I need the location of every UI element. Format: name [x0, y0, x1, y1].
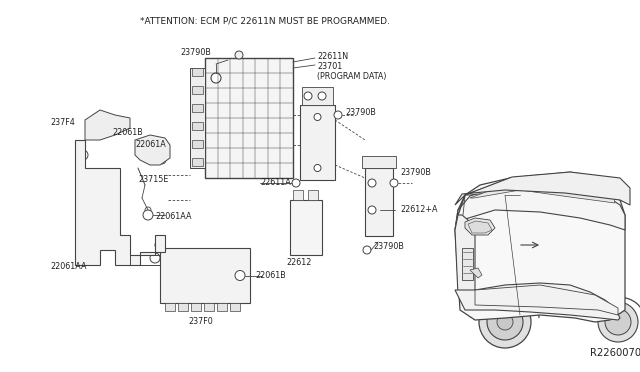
Text: *ATTENTION: ECM P/C 22611N MUST BE PROGRAMMED.: *ATTENTION: ECM P/C 22611N MUST BE PROGR… — [140, 16, 390, 25]
Bar — [192, 104, 203, 112]
Bar — [230, 303, 240, 311]
Circle shape — [314, 164, 321, 171]
Bar — [542, 238, 556, 254]
Text: 23790B: 23790B — [345, 108, 376, 117]
Polygon shape — [455, 178, 625, 230]
Text: 22612+A: 22612+A — [400, 205, 438, 214]
Bar — [362, 156, 396, 168]
Bar — [191, 303, 201, 311]
Bar — [293, 190, 303, 200]
Circle shape — [363, 246, 371, 254]
Bar — [365, 168, 393, 236]
Circle shape — [368, 206, 376, 214]
Circle shape — [78, 150, 88, 160]
Bar — [192, 68, 203, 76]
Circle shape — [78, 253, 88, 263]
Bar — [204, 303, 214, 311]
Polygon shape — [462, 248, 473, 280]
Polygon shape — [455, 215, 475, 295]
Circle shape — [235, 270, 245, 280]
Bar — [178, 303, 188, 311]
Circle shape — [211, 73, 221, 83]
Bar — [192, 86, 203, 94]
Text: 23701: 23701 — [317, 62, 342, 71]
Circle shape — [93, 113, 103, 123]
Bar — [302, 87, 333, 105]
Polygon shape — [135, 135, 170, 165]
Text: 23790B: 23790B — [180, 48, 211, 57]
Text: 22061B: 22061B — [255, 272, 285, 280]
Circle shape — [479, 296, 531, 348]
Text: (PROGRAM DATA): (PROGRAM DATA) — [317, 72, 387, 81]
Bar — [160, 248, 250, 303]
Bar — [300, 105, 335, 180]
Text: 23715E: 23715E — [138, 175, 168, 184]
Circle shape — [150, 253, 160, 263]
Circle shape — [292, 179, 300, 187]
Circle shape — [78, 230, 88, 240]
Bar — [540, 235, 558, 257]
Polygon shape — [455, 175, 625, 322]
Text: 22061AA: 22061AA — [50, 262, 86, 271]
Text: 22061A: 22061A — [135, 140, 166, 149]
Bar — [217, 303, 227, 311]
Text: 22611A: 22611A — [260, 178, 291, 187]
Polygon shape — [455, 283, 620, 320]
Circle shape — [78, 190, 88, 200]
Bar — [190, 68, 205, 168]
Circle shape — [318, 92, 326, 100]
Text: R2260070: R2260070 — [590, 348, 640, 358]
Circle shape — [487, 304, 523, 340]
Text: 22612: 22612 — [286, 258, 312, 267]
Polygon shape — [75, 140, 165, 265]
Polygon shape — [470, 268, 482, 278]
Polygon shape — [465, 172, 625, 200]
Bar — [192, 158, 203, 166]
Bar — [308, 190, 318, 200]
Polygon shape — [470, 177, 615, 203]
Circle shape — [235, 51, 243, 59]
Circle shape — [158, 156, 166, 164]
Circle shape — [304, 92, 312, 100]
Circle shape — [155, 240, 165, 250]
Bar — [165, 303, 175, 311]
Polygon shape — [455, 172, 630, 205]
Circle shape — [145, 207, 151, 213]
Circle shape — [368, 179, 376, 187]
Circle shape — [334, 111, 342, 119]
Circle shape — [497, 314, 513, 330]
Polygon shape — [468, 221, 492, 233]
Bar — [290, 200, 322, 255]
Circle shape — [605, 309, 631, 335]
Text: 22061AA: 22061AA — [155, 212, 191, 221]
Text: 237F4: 237F4 — [50, 118, 75, 127]
Polygon shape — [465, 218, 495, 235]
Polygon shape — [475, 285, 618, 315]
Text: 237F0: 237F0 — [188, 317, 212, 326]
Polygon shape — [85, 110, 130, 140]
Bar — [205, 58, 293, 178]
Circle shape — [143, 210, 153, 220]
Circle shape — [314, 113, 321, 121]
Bar — [192, 122, 203, 130]
Circle shape — [145, 145, 155, 155]
Text: 22611N: 22611N — [317, 52, 348, 61]
Text: 23790B: 23790B — [400, 168, 431, 177]
Text: 23790B: 23790B — [373, 242, 404, 251]
Text: 22061B: 22061B — [112, 128, 143, 137]
Bar — [192, 140, 203, 148]
Circle shape — [598, 302, 638, 342]
Circle shape — [390, 179, 398, 187]
